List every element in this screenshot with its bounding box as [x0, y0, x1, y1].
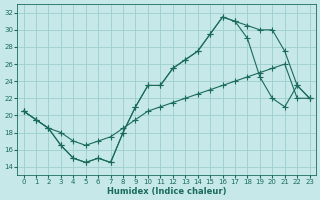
X-axis label: Humidex (Indice chaleur): Humidex (Indice chaleur): [107, 187, 226, 196]
